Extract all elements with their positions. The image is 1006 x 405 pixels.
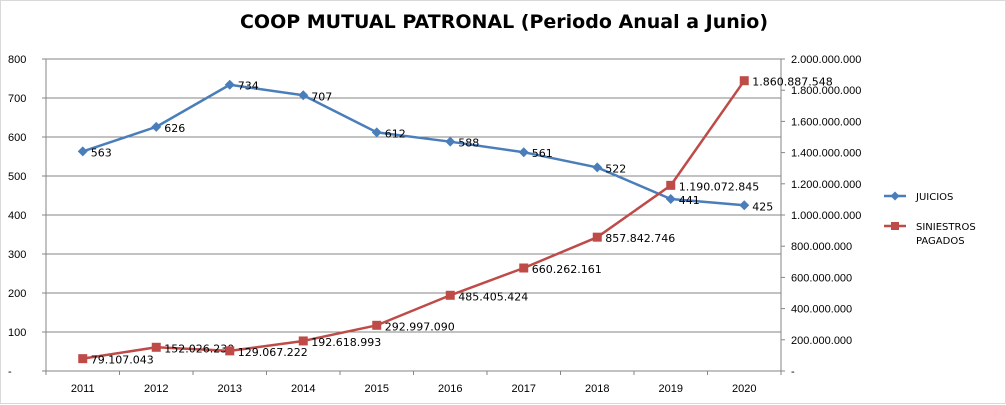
- x-tick-label: 2014: [291, 383, 315, 395]
- data-point-marker: [739, 76, 749, 86]
- data-label: 734: [238, 80, 259, 93]
- data-label: 660.262.161: [532, 263, 602, 276]
- x-tick-label: 2012: [144, 383, 168, 395]
- data-label: 707: [311, 90, 332, 103]
- x-tick-label: 2015: [365, 383, 389, 395]
- data-label: 152.026.230: [164, 342, 234, 355]
- data-point-marker: [518, 147, 529, 158]
- data-point-marker: [445, 136, 456, 147]
- data-label: 522: [605, 162, 626, 175]
- data-point-marker: [224, 79, 235, 90]
- data-point-marker: [151, 121, 162, 132]
- y-left-tick-label: 400: [8, 210, 26, 222]
- data-label: 79.107.043: [91, 354, 154, 367]
- data-point-marker: [592, 162, 603, 173]
- data-point-marker: [371, 127, 382, 138]
- x-tick-label: 2017: [512, 383, 536, 395]
- data-point-marker: [445, 290, 455, 300]
- data-point-marker: [298, 90, 309, 101]
- y-left-tick-label: 500: [8, 171, 26, 183]
- data-point-marker: [372, 320, 382, 330]
- data-label: 425: [752, 200, 773, 213]
- x-tick-label: 2020: [732, 383, 756, 395]
- y-left-tick-label: 600: [8, 132, 26, 144]
- data-label: 561: [532, 147, 553, 160]
- y-right-tick-label: -: [791, 366, 795, 378]
- data-point-marker: [298, 336, 308, 346]
- data-label: 857.842.746: [605, 232, 675, 245]
- x-tick-label: 2019: [659, 383, 683, 395]
- data-point-marker: [665, 194, 676, 205]
- data-label: 441: [679, 194, 700, 207]
- y-right-tick-label: 400.000.000: [791, 304, 852, 316]
- y-left-tick-label: 700: [8, 93, 26, 105]
- y-right-tick-label: 600.000.000: [791, 272, 852, 284]
- y-right-tick-label: 1.000.000.000: [791, 210, 861, 222]
- data-point-marker: [592, 232, 602, 242]
- data-label: 612: [385, 127, 406, 140]
- y-right-tick-label: 800.000.000: [791, 241, 852, 253]
- series-line-juicios: [82, 83, 745, 207]
- y-left-tick-label: 100: [8, 327, 26, 339]
- legend-label: PAGADOS: [916, 236, 965, 247]
- x-tick-label: 2016: [438, 383, 462, 395]
- y-left-tick-label: 300: [8, 249, 26, 261]
- y-left-tick-label: 200: [8, 288, 26, 300]
- data-label: 129.067.222: [238, 346, 308, 359]
- data-label: 588: [458, 137, 479, 150]
- data-label: 485.405.424: [458, 290, 528, 303]
- data-point-marker: [151, 342, 161, 352]
- data-point-marker: [77, 146, 88, 157]
- data-point-marker: [739, 200, 750, 211]
- legend-label: JUICIOS: [915, 192, 953, 203]
- x-tick-label: 2013: [218, 383, 242, 395]
- data-label: 563: [91, 146, 112, 159]
- x-tick-label: 2011: [71, 383, 95, 395]
- data-point-marker: [666, 180, 676, 190]
- y-right-tick-label: 1.200.000.000: [791, 179, 861, 191]
- data-label: 192.618.993: [311, 336, 381, 349]
- legend-label: SINIESTROS: [916, 222, 976, 233]
- data-point-marker: [519, 263, 529, 273]
- data-point-marker: [225, 346, 235, 356]
- y-right-tick-label: 1.400.000.000: [791, 148, 861, 160]
- y-right-tick-label: 1.800.000.000: [791, 85, 861, 97]
- y-right-tick-label: 1.600.000.000: [791, 116, 861, 128]
- chart-title: COOP MUTUAL PATRONAL (Periodo Anual a Ju…: [239, 11, 769, 33]
- data-label: 626: [164, 122, 185, 135]
- legend-marker: [890, 191, 900, 201]
- x-tick-label: 2018: [585, 383, 609, 395]
- y-left-tick-label: -: [8, 366, 12, 378]
- y-left-tick-label: 800: [8, 54, 26, 66]
- data-label: 1.860.887.548: [752, 76, 832, 89]
- data-label: 292.997.090: [385, 320, 455, 333]
- data-label: 1.190.072.845: [679, 180, 759, 193]
- y-right-tick-label: 2.000.000.000: [791, 54, 861, 66]
- data-point-marker: [78, 354, 88, 364]
- series-line-siniestros-pagados: [82, 79, 746, 360]
- y-right-tick-label: 200.000.000: [791, 335, 852, 347]
- legend-marker: [891, 222, 899, 230]
